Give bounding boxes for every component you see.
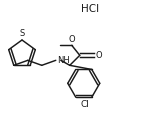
Text: O: O [96, 51, 102, 60]
Text: HCl: HCl [81, 4, 99, 14]
Text: O: O [69, 35, 75, 44]
Text: NH: NH [57, 56, 69, 65]
Text: Cl: Cl [81, 100, 90, 109]
Text: S: S [19, 29, 25, 38]
